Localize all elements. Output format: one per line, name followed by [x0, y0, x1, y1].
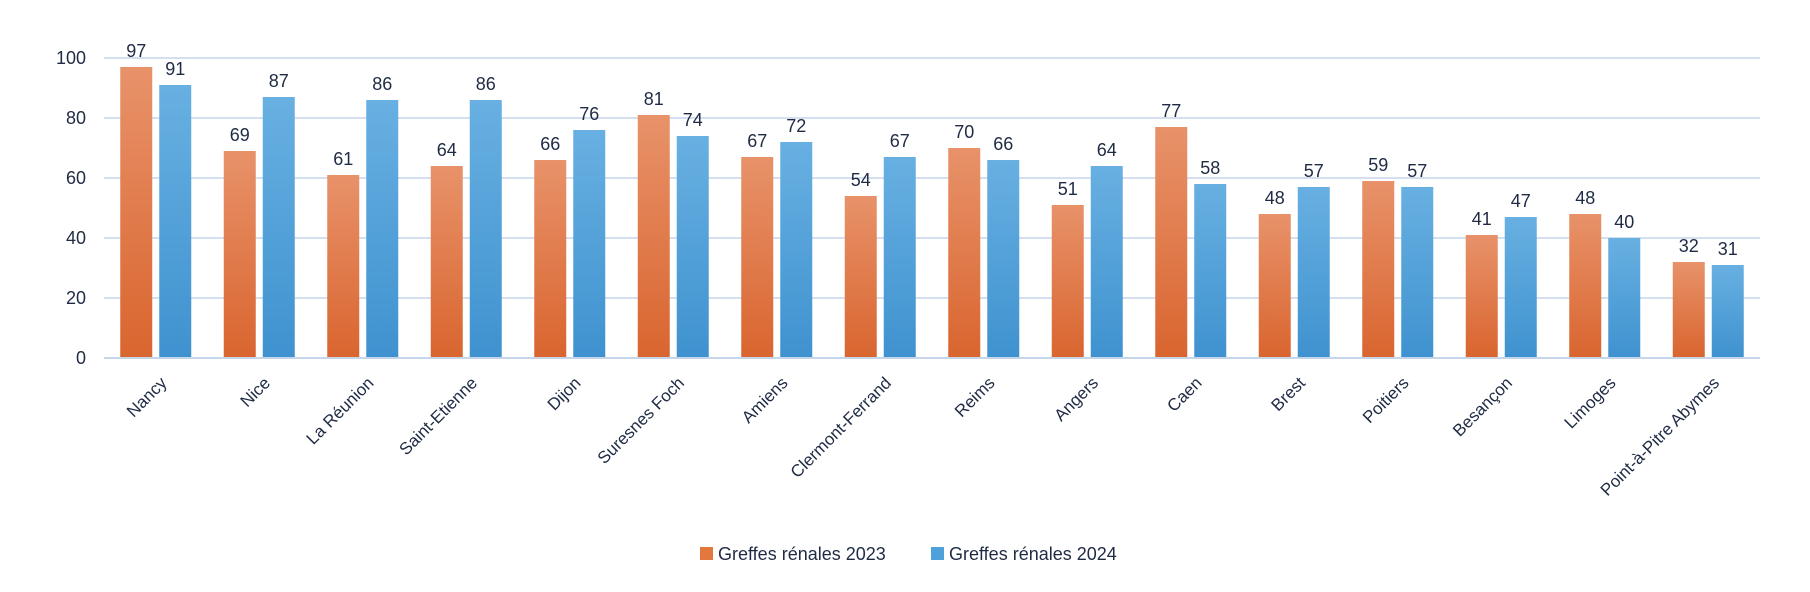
bar-2023: [844, 196, 877, 358]
data-label: 76: [579, 104, 599, 124]
x-tick-label: Amiens: [738, 373, 792, 427]
data-label: 58: [1200, 158, 1220, 178]
data-label: 67: [747, 131, 767, 151]
bar-2023: [430, 166, 463, 358]
bar-2024: [987, 160, 1020, 358]
bar-2024: [676, 136, 709, 358]
y-tick-label: 40: [66, 228, 86, 248]
bar-2023: [327, 175, 360, 358]
bar-2024: [1194, 184, 1227, 358]
bar-2023: [948, 148, 981, 358]
data-label: 77: [1161, 101, 1181, 121]
data-label: 47: [1511, 191, 1531, 211]
bar-2024: [159, 85, 192, 358]
x-tick-label: La Réunion: [303, 373, 378, 448]
data-label: 41: [1472, 209, 1492, 229]
x-tick-label: Suresnes Foch: [594, 373, 688, 467]
bar-2024: [883, 157, 916, 358]
y-tick-label: 0: [76, 348, 86, 368]
bar-2023: [1362, 181, 1395, 358]
data-label: 48: [1265, 188, 1285, 208]
data-label: 64: [1097, 140, 1117, 160]
bar-2023: [637, 115, 670, 358]
x-tick-label: Point-à-Pitre Abymes: [1597, 373, 1723, 499]
x-tick-label: Nancy: [123, 373, 171, 421]
x-tick-label: Brest: [1268, 373, 1310, 415]
x-tick-label: Angers: [1051, 373, 1103, 425]
data-label: 97: [126, 41, 146, 61]
bar-2023: [534, 160, 567, 358]
data-label: 86: [372, 74, 392, 94]
data-label: 40: [1614, 212, 1634, 232]
data-label: 74: [683, 110, 703, 130]
bar-2023: [1258, 214, 1291, 358]
x-tick-label: Besançon: [1449, 373, 1516, 440]
data-label: 48: [1575, 188, 1595, 208]
x-axis: Nancy Nice La Réunion Saint-Etienne Dijon Sur…: [104, 357, 1760, 500]
y-axis: 0 20 40 60 80 100: [56, 48, 86, 368]
bar-2024: [1090, 166, 1123, 358]
bar-2024: [1608, 238, 1641, 358]
bar-2023: [1569, 214, 1602, 358]
data-label: 57: [1304, 161, 1324, 181]
x-tick-label: Dijon: [544, 373, 585, 414]
x-tick-label: Saint-Etienne: [395, 373, 481, 459]
bar-2023: [741, 157, 774, 358]
x-tick-label: Caen: [1163, 373, 1205, 415]
data-label: 66: [540, 134, 560, 154]
data-label: 51: [1058, 179, 1078, 199]
x-tick-label: Reims: [951, 373, 998, 420]
data-label: 59: [1368, 155, 1388, 175]
data-label: 54: [851, 170, 871, 190]
y-tick-label: 80: [66, 108, 86, 128]
x-tick-label: Limoges: [1561, 373, 1620, 432]
bar-2023: [120, 67, 153, 358]
x-tick-label: Nice: [237, 373, 274, 410]
bar-2024: [1504, 217, 1537, 358]
data-label: 61: [333, 149, 353, 169]
bar-2024: [1401, 187, 1434, 358]
bar-2023: [1155, 127, 1188, 358]
bar-2024: [366, 100, 399, 358]
bar-2024: [1297, 187, 1330, 358]
data-label: 72: [786, 116, 806, 136]
data-label: 31: [1718, 239, 1738, 259]
legend-label: Greffes rénales 2023: [718, 544, 886, 564]
bar-2023: [1465, 235, 1498, 358]
bars: 97 91 69 87 61 86 64 86 66 76 81 74 67 72 54 67 70 66 51 64…: [120, 41, 1744, 358]
y-tick-label: 100: [56, 48, 86, 68]
bar-2024: [1711, 265, 1744, 358]
legend-swatch-2024: [931, 547, 944, 560]
data-label: 70: [954, 122, 974, 142]
data-label: 86: [476, 74, 496, 94]
bar-2023: [1051, 205, 1084, 358]
x-tick-label: Clermont-Ferrand: [787, 373, 895, 481]
y-tick-label: 20: [66, 288, 86, 308]
data-label: 87: [269, 71, 289, 91]
data-label: 66: [993, 134, 1013, 154]
bar-2024: [573, 130, 606, 358]
data-label: 64: [437, 140, 457, 160]
bar-2023: [1672, 262, 1705, 358]
data-label: 91: [165, 59, 185, 79]
legend-label: Greffes rénales 2024: [949, 544, 1117, 564]
bar-2023: [223, 151, 256, 358]
bar-2024: [262, 97, 295, 358]
bar-2024: [469, 100, 502, 358]
y-tick-label: 60: [66, 168, 86, 188]
data-label: 69: [230, 125, 250, 145]
bar-2024: [780, 142, 813, 358]
data-label: 67: [890, 131, 910, 151]
legend: Greffes rénales 2023 Greffes rénales 2024: [700, 544, 1117, 564]
data-label: 81: [644, 89, 664, 109]
legend-swatch-2023: [700, 547, 713, 560]
x-tick-label: Poitiers: [1359, 373, 1413, 427]
data-label: 57: [1407, 161, 1427, 181]
data-label: 32: [1679, 236, 1699, 256]
